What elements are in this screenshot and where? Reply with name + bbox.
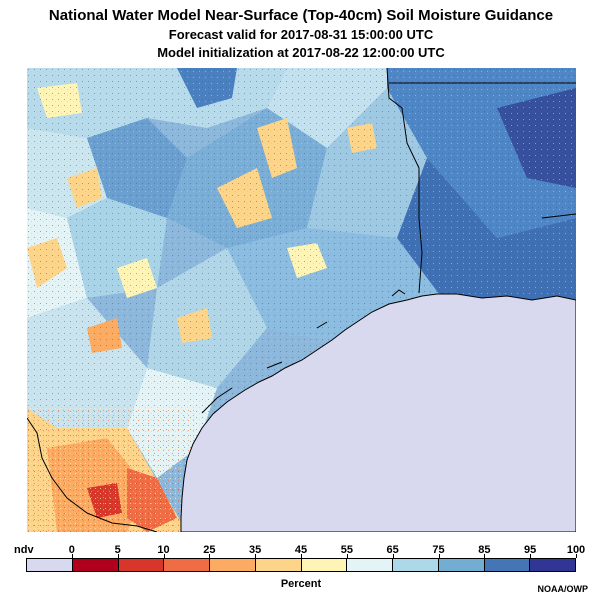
legend-tick [576, 554, 577, 558]
legend-label: 65 [386, 544, 399, 556]
map-title: National Water Model Near-Surface (Top-4… [48, 7, 554, 24]
legend-label: 95 [524, 544, 537, 556]
legend-swatch [393, 559, 439, 571]
state-border [386, 68, 423, 294]
legend-label: 45 [294, 544, 308, 556]
legend-tick [209, 554, 211, 558]
legend-label: 25 [203, 544, 216, 556]
legend-tick [484, 554, 486, 558]
legend-tick [255, 554, 257, 558]
legend-tick [71, 554, 73, 558]
title-block: National Water Model Near-Surface (Top-4… [0, 6, 602, 62]
gulf-of-mexico [180, 293, 576, 532]
legend-tick [117, 554, 119, 558]
legend-swatch [347, 559, 393, 571]
soil-moisture-map [27, 68, 576, 532]
legend-colorbar [26, 558, 576, 572]
legend-swatch [72, 559, 119, 571]
texture-warm [27, 408, 197, 532]
legend-label: 0 [68, 544, 75, 556]
map-canvas [27, 68, 576, 532]
legend-tick [392, 554, 394, 558]
legend-swatch [530, 559, 575, 571]
legend-swatch [484, 559, 531, 571]
legend-label-ndv: ndv [14, 544, 34, 556]
model-init-time: Model initialization at 2017-08-22 12:00… [157, 45, 445, 60]
legend-swatch [301, 559, 348, 571]
mexico-border [27, 417, 158, 532]
legend: ndv 0 5 10 25 35 45 55 65 75 85 95 100 Percent NOAA/… [0, 540, 602, 600]
legend-swatch [164, 559, 210, 571]
legend-label: 5 [114, 544, 121, 556]
forecast-valid-time: Forecast valid for 2017-08-31 15:00:00 U… [168, 27, 434, 42]
legend-swatch [210, 559, 256, 571]
legend-label: 100 [566, 544, 586, 556]
legend-label: 10 [157, 544, 170, 556]
legend-label: 35 [249, 544, 262, 556]
legend-swatch [255, 559, 302, 571]
legend-label: 55 [340, 544, 353, 556]
legend-label: 75 [432, 544, 445, 556]
legend-swatch [27, 559, 73, 571]
legend-tick [163, 554, 165, 558]
river-border [541, 213, 576, 219]
legend-unit: Percent [280, 578, 322, 590]
legend-tick [346, 554, 348, 558]
legend-swatch [438, 559, 485, 571]
coast-islands [201, 289, 406, 414]
legend-tick [530, 554, 532, 558]
legend-tick [301, 554, 302, 558]
legend-tick [438, 554, 440, 558]
credit: NOAA/OWP [537, 584, 589, 594]
legend-swatch [118, 559, 165, 571]
legend-label: 85 [478, 544, 491, 556]
